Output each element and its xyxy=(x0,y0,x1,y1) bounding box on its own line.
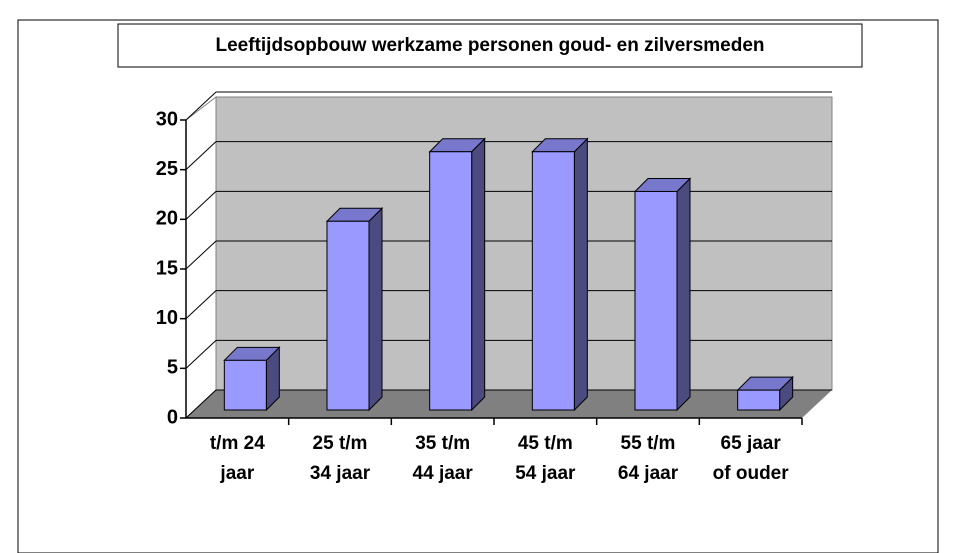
bar xyxy=(429,151,473,411)
bar xyxy=(531,151,575,411)
title-box xyxy=(117,23,863,68)
x-tick-label: 64 jaar xyxy=(618,463,679,484)
back-wall xyxy=(215,96,833,391)
x-tick-label: 54 jaar xyxy=(515,463,576,484)
x-tick-label: t/m 24 xyxy=(210,433,265,454)
bar xyxy=(326,220,370,411)
bar-side xyxy=(368,207,383,412)
x-tick-label: 25 t/m xyxy=(313,433,368,454)
grid-line xyxy=(185,339,217,369)
side-wall xyxy=(185,95,217,420)
bar xyxy=(223,359,267,411)
y-tick-label: 10 xyxy=(156,307,178,329)
floor xyxy=(186,390,832,418)
x-tick-label: 34 jaar xyxy=(310,463,371,484)
x-tick-label: 35 t/m xyxy=(415,433,470,454)
bar-side xyxy=(676,177,691,412)
x-tick-label: 65 jaar xyxy=(721,433,782,454)
x-tick-label: 55 t/m xyxy=(621,433,676,454)
grid-line xyxy=(185,141,217,171)
x-tick-label: of ouder xyxy=(713,463,790,484)
y-tick-label: 30 xyxy=(156,108,178,130)
y-tick-label: 25 xyxy=(156,158,178,180)
x-tick-label: 44 jaar xyxy=(413,463,474,484)
bar xyxy=(634,190,678,411)
y-tick-label: 5 xyxy=(167,357,178,379)
grid-line xyxy=(185,91,217,121)
grid-line xyxy=(185,240,217,270)
y-tick-label: 15 xyxy=(156,257,178,279)
y-tick-label: 20 xyxy=(156,208,178,230)
grid-line xyxy=(185,290,217,320)
bar-side xyxy=(471,137,486,412)
bar-side xyxy=(573,137,588,412)
chart-title: Leeftijdsopbouw werkzame personen goud- … xyxy=(216,35,765,56)
y-tick-label: 0 xyxy=(167,406,178,428)
grid-line xyxy=(185,190,217,220)
grid-line xyxy=(185,389,217,419)
x-tick-label: jaar xyxy=(219,463,254,484)
x-tick-label: 45 t/m xyxy=(518,433,573,454)
bar xyxy=(737,389,781,411)
